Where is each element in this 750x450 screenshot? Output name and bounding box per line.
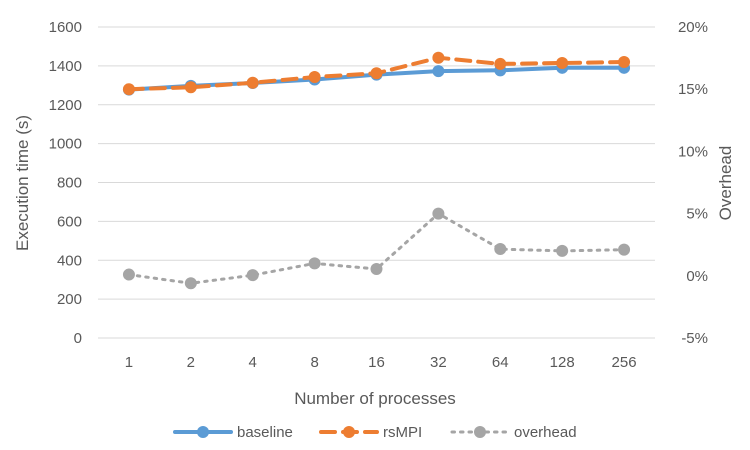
- x-tick-label: 2: [187, 354, 195, 371]
- x-tick-label: 128: [550, 354, 575, 371]
- legend-label: baseline: [237, 424, 293, 441]
- data-point-rsMPI: [370, 67, 383, 80]
- data-point-overhead: [618, 243, 631, 256]
- x-tick-label: 64: [492, 354, 509, 371]
- x-tick-label: 16: [368, 354, 385, 371]
- y2-axis-title: Overhead: [716, 146, 735, 221]
- legend-item-baseline: baseline: [173, 424, 293, 441]
- y-tick-label: 800: [57, 175, 82, 192]
- legend-marker: [474, 426, 486, 438]
- legend-label: overhead: [514, 424, 577, 441]
- series-rsMPI: [122, 51, 631, 96]
- y2-tick-label: 5%: [686, 206, 708, 223]
- legend-item-overhead: overhead: [450, 424, 577, 441]
- y2-tick-label: 10%: [678, 143, 708, 160]
- x-tick-label: 32: [430, 354, 447, 371]
- y-tick-label: 200: [57, 291, 82, 308]
- data-point-rsMPI: [432, 51, 445, 64]
- x-tick-label: 1: [125, 354, 133, 371]
- y-tick-label: 1200: [49, 97, 82, 114]
- legend-marker: [343, 426, 355, 438]
- x-tick-label: 4: [249, 354, 257, 371]
- left-y-axis: 0 200 400 600 800 1000 1200 1400 1600: [49, 19, 82, 347]
- x-tick-label: 8: [310, 354, 318, 371]
- data-point-rsMPI: [184, 81, 197, 94]
- y2-tick-label: -5%: [681, 330, 708, 347]
- data-point-overhead: [122, 268, 135, 281]
- legend-item-rsMPI: rsMPI: [319, 424, 422, 441]
- y2-tick-label: 0%: [686, 268, 708, 285]
- y-tick-label: 0: [74, 330, 82, 347]
- data-point-rsMPI: [122, 83, 135, 96]
- x-axis: 1 2 4 8 16 32 64 128 256: [125, 354, 637, 371]
- y-tick-label: 1600: [49, 19, 82, 36]
- y2-tick-label: 15%: [678, 81, 708, 98]
- series-layer: [122, 51, 631, 290]
- data-point-rsMPI: [556, 56, 569, 69]
- data-point-baseline: [432, 65, 445, 78]
- series-overhead: [122, 207, 631, 290]
- data-point-rsMPI: [618, 55, 631, 68]
- data-point-overhead: [184, 277, 197, 290]
- x-axis-title: Number of processes: [294, 389, 456, 408]
- y-tick-label: 1000: [49, 136, 82, 153]
- legend-label: rsMPI: [383, 424, 422, 441]
- data-point-rsMPI: [308, 70, 321, 83]
- data-point-overhead: [370, 262, 383, 275]
- legend-marker: [197, 426, 209, 438]
- data-point-overhead: [432, 207, 445, 220]
- y-tick-label: 1400: [49, 58, 82, 75]
- right-y-axis: -5% 0% 5% 10% 15% 20%: [678, 19, 708, 347]
- y-tick-label: 600: [57, 213, 82, 230]
- data-point-overhead: [556, 244, 569, 257]
- x-tick-label: 256: [612, 354, 637, 371]
- y-tick-label: 400: [57, 252, 82, 269]
- y2-tick-label: 20%: [678, 19, 708, 36]
- data-point-overhead: [494, 243, 507, 256]
- data-point-rsMPI: [246, 76, 259, 89]
- data-point-rsMPI: [494, 57, 507, 70]
- data-point-overhead: [308, 257, 321, 270]
- data-point-overhead: [246, 269, 259, 282]
- legend: baseline rsMPI overhead: [173, 424, 577, 441]
- gridlines: [98, 26, 655, 339]
- y-axis-title: Execution time (s): [13, 115, 32, 251]
